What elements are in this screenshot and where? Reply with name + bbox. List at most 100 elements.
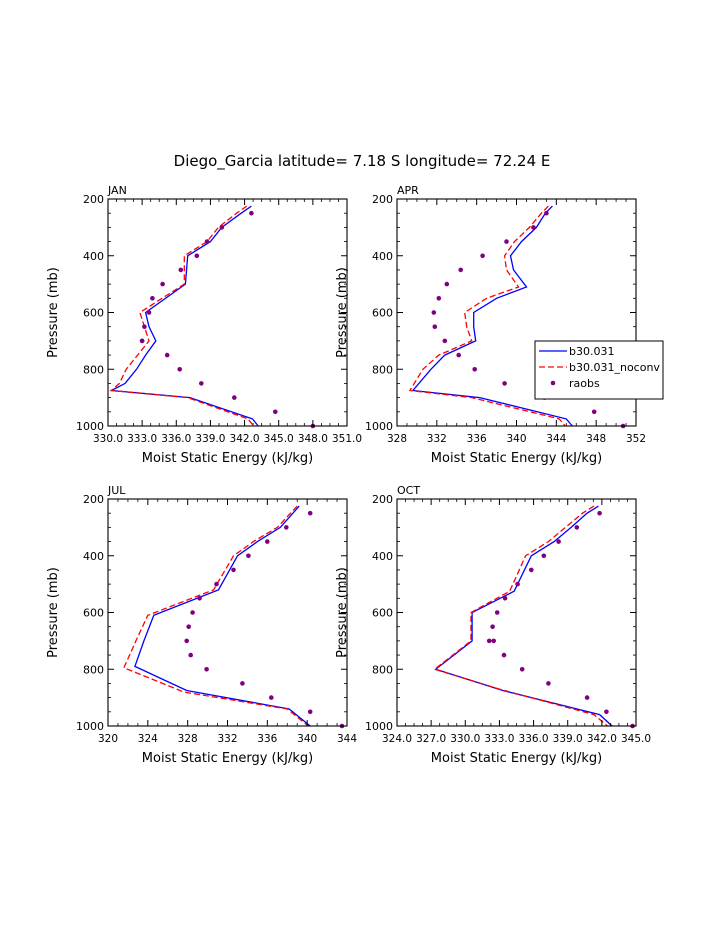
x-tick-label: 330.0 [450,733,480,745]
raobs-point [544,210,549,216]
x-tick-label: 330.0 [93,433,123,445]
raobs-point [529,567,534,573]
x-tick-label: 348 [586,433,606,445]
raobs-point [494,610,500,615]
x-axis-label: Moist Static Energy (kJ/kg) [431,751,602,766]
x-tick-label: 320 [98,733,118,745]
y-tick-label: 800 [372,363,393,376]
y-tick-label: 1000 [365,720,393,733]
x-tick-label: 336.0 [519,733,549,745]
y-tick-label: 1000 [76,720,104,733]
raobs-point [164,352,170,358]
raobs-point [458,267,464,273]
raobs-point [204,667,209,672]
raobs-point [194,253,200,259]
x-tick-label: 324.0 [382,733,412,745]
y-tick-label: 400 [372,250,393,263]
raobs-point [214,581,219,587]
raobs-point [456,352,462,358]
legend-label: b30.031_noconv [569,361,660,374]
x-axis-label: Moist Static Energy (kJ/kg) [142,451,313,466]
raobs-point [515,581,520,587]
raobs-point [541,553,547,559]
series-line-b30-031-noconv [408,205,566,427]
series-line-b30-031 [134,505,311,727]
x-tick-label: 339.0 [195,433,225,445]
raobs-point [490,624,495,629]
panel-label: JUL [107,484,126,497]
x-tick-label: 333.0 [127,433,157,445]
raobs-point [472,367,478,372]
x-tick-label: 345.0 [264,433,294,445]
panel-jan: 330.0 333.0 336.0 339.0 342.0 345.0 348.0 351.0… [46,184,362,466]
y-axis-label: Pressure (mb) [335,567,350,658]
raobs-point [307,709,313,715]
series-line-b30-031-noconv [123,505,309,727]
y-tick-label: 600 [372,307,393,320]
x-tick-label: 342.0 [230,433,260,445]
raobs-point [480,253,485,259]
x-tick-label: 324 [138,733,158,745]
x-tick-label: 344 [337,733,357,745]
panels: 330.0 333.0 336.0 339.0 342.0 345.0 348.0 351.0… [46,184,664,766]
raobs-point [531,225,536,230]
raobs-point [284,525,289,530]
panel-label: JAN [107,184,127,197]
raobs-point [273,409,278,415]
y-tick-label: 200 [372,193,393,206]
y-tick-label: 800 [83,663,104,676]
y-tick-label: 200 [83,493,104,506]
series-line-b30-031-noconv [433,505,608,727]
y-tick-label: 600 [372,607,393,620]
panel-oct: 324.0 327.0 330.0 333.0 336.0 339.0 342.0 345.0… [335,484,651,766]
figure-title: Diego_Garcia latitude= 7.18 S longitude=… [174,152,551,171]
raobs-point [519,667,525,672]
x-tick-label: 351.0 [332,433,362,445]
x-tick-label: 336.0 [161,433,191,445]
raobs-point [307,510,313,516]
raobs-point [240,681,245,686]
raobs-point [431,310,437,315]
raobs-point [246,553,251,559]
panel-label: OCT [397,484,420,497]
raobs-point [444,281,450,287]
x-axis-label: Moist Static Energy (kJ/kg) [142,751,313,766]
raobs-point [591,409,597,415]
x-tick-label: 352 [626,433,646,445]
raobs-point [139,338,145,344]
raobs-point [204,239,210,244]
y-tick-label: 400 [83,550,104,563]
raobs-point [146,310,152,315]
y-axis-label: Pressure (mb) [335,267,350,358]
raobs-point [160,281,165,287]
x-tick-label: 333.0 [484,733,514,745]
raobs-point [432,324,438,330]
raobs-point [556,539,561,544]
series-line-b30-031-noconv [109,205,255,427]
y-tick-label: 600 [83,607,104,620]
raobs-point [177,367,182,372]
raobs-point [486,638,492,644]
x-tick-label: 327.0 [416,733,446,745]
y-axis-label: Pressure (mb) [46,267,61,358]
x-tick-label: 336 [257,733,277,745]
raobs-point [502,381,507,386]
legend-label: raobs [569,377,600,390]
panel-jul: 320 324 328 332 336 340 344 200 400 600 800 1000 JUL… [46,484,357,766]
panel-apr: 328 332 336 340 344 348 352 200 400 600 800 1000 APR… [335,184,646,466]
raobs-point [442,338,448,344]
y-tick-label: 1000 [76,420,104,433]
x-tick-label: 340 [506,433,526,445]
raobs-point [184,638,189,644]
raobs-point [150,296,155,301]
raobs-point [436,296,442,301]
raobs-point [491,638,497,644]
raobs-point [502,596,508,601]
x-tick-label: 328 [387,433,407,445]
raobs-point [546,681,551,686]
x-tick-label: 328 [178,733,198,745]
x-tick-label: 345.0 [621,733,651,745]
raobs-point [190,610,195,615]
